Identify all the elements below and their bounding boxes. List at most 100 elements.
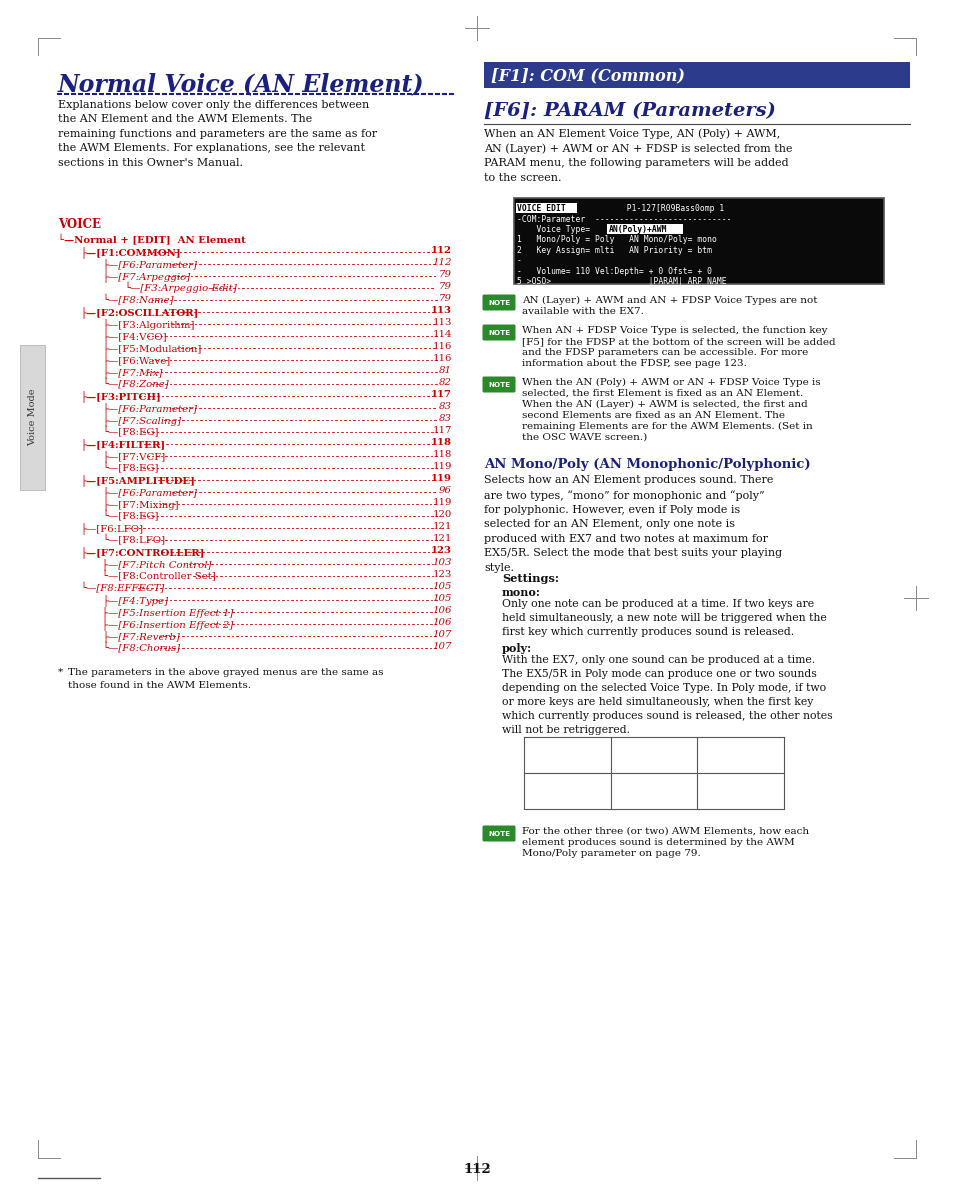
Text: ├—[F7:Mixing]: ├—[F7:Mixing] xyxy=(102,498,178,509)
Text: selected, the first Element is fixed as an AN Element.: selected, the first Element is fixed as … xyxy=(521,389,802,398)
Text: ├—[F6:Parameter]: ├—[F6:Parameter] xyxy=(102,258,196,270)
Text: 1   Mono/Poly = Poly   AN Mono/Poly= mono: 1 Mono/Poly = Poly AN Mono/Poly= mono xyxy=(517,236,716,244)
Text: 107: 107 xyxy=(432,630,452,639)
Text: NOTE: NOTE xyxy=(487,300,510,306)
Text: └—[F8:Controller Set]: └—[F8:Controller Set] xyxy=(102,570,215,581)
Text: 117: 117 xyxy=(432,426,452,435)
Text: 106: 106 xyxy=(432,618,452,627)
Text: When the AN (Poly) + AWM or AN + FDSP Voice Type is: When the AN (Poly) + AWM or AN + FDSP Vo… xyxy=(521,378,820,388)
Text: mono:: mono: xyxy=(501,587,540,598)
Text: 2   Key Assign= mlti   AN Priority = btm: 2 Key Assign= mlti AN Priority = btm xyxy=(517,246,711,255)
Text: Voice Type=: Voice Type= xyxy=(517,225,590,234)
Text: ├—[F4:FILTER]: ├—[F4:FILTER] xyxy=(80,438,165,450)
Text: 118: 118 xyxy=(432,450,452,459)
Text: └—[F8:EFFECT]: └—[F8:EFFECT] xyxy=(80,582,164,593)
Text: ├—[F5:AMPLITUDE]: ├—[F5:AMPLITUDE] xyxy=(80,474,194,486)
Bar xyxy=(516,202,577,213)
Text: └—[F8:EG]: └—[F8:EG] xyxy=(102,462,158,474)
Text: Explanations below cover only the differences between
the AN Element and the AWM: Explanations below cover only the differ… xyxy=(58,100,376,167)
Text: ├—[F4:Type]: ├—[F4:Type] xyxy=(102,594,168,606)
Text: *: * xyxy=(58,669,63,677)
Text: ├—[F3:PITCH]: ├—[F3:PITCH] xyxy=(80,390,161,402)
Text: 81: 81 xyxy=(438,366,452,376)
FancyBboxPatch shape xyxy=(482,324,515,341)
Text: second Elements are fixed as an AN Element. The: second Elements are fixed as an AN Eleme… xyxy=(521,411,784,420)
Text: VOICE: VOICE xyxy=(58,218,101,231)
Text: 83: 83 xyxy=(438,414,452,423)
Text: 123: 123 xyxy=(431,547,452,555)
Text: When AN + FDSP Voice Type is selected, the function key: When AN + FDSP Voice Type is selected, t… xyxy=(521,327,826,335)
Text: 119: 119 xyxy=(432,498,452,507)
Text: ├—[F7:VCF]: ├—[F7:VCF] xyxy=(102,450,165,462)
Text: Normal Voice (AN Element): Normal Voice (AN Element) xyxy=(58,72,424,96)
Text: -   Volume= 110 Vel:Depth= + 0 Ofst= + 0: - Volume= 110 Vel:Depth= + 0 Ofst= + 0 xyxy=(517,267,711,276)
Text: NOTE: NOTE xyxy=(487,831,510,837)
Text: └—[F8:Name]: └—[F8:Name] xyxy=(102,294,173,305)
Text: With the EX7, only one sound can be produced at a time.
The EX5/5R in Poly mode : With the EX7, only one sound can be prod… xyxy=(501,655,832,736)
Text: 119: 119 xyxy=(431,474,452,483)
Text: ├—[F7:CONTROLLER]: ├—[F7:CONTROLLER] xyxy=(80,547,204,557)
Text: AN(Poly)+AWM: AN(Poly)+AWM xyxy=(608,225,666,234)
Text: ├—[F7:Arpeggio]: ├—[F7:Arpeggio] xyxy=(102,270,190,282)
Bar xyxy=(20,344,45,490)
Text: NOTE: NOTE xyxy=(487,382,510,388)
Text: ├—[F6:Parameter]: ├—[F6:Parameter] xyxy=(102,402,196,414)
Text: AN (Layer) + AWM and AN + FDSP Voice Types are not: AN (Layer) + AWM and AN + FDSP Voice Typ… xyxy=(521,295,817,305)
Text: 106: 106 xyxy=(432,606,452,615)
Text: 5 >OSO>                    |PARAM| ARP NAME: 5 >OSO> |PARAM| ARP NAME xyxy=(517,277,726,287)
Text: ├—[F7:Mix]: ├—[F7:Mix] xyxy=(102,366,162,378)
Text: 105: 105 xyxy=(432,582,452,591)
Text: Mono/Poly parameter on page 79.: Mono/Poly parameter on page 79. xyxy=(521,849,700,858)
Text: 114: 114 xyxy=(432,330,452,338)
Text: └—[F3:Arpeggio-Edit]: └—[F3:Arpeggio-Edit] xyxy=(124,282,236,293)
Text: ├—[F7:Pitch Control]: ├—[F7:Pitch Control] xyxy=(102,559,212,569)
Text: 105: 105 xyxy=(432,594,452,603)
Text: ├—[F4:VCO]: ├—[F4:VCO] xyxy=(102,330,167,342)
FancyBboxPatch shape xyxy=(482,377,515,392)
Text: └—Normal + [EDIT]  AN Element: └—Normal + [EDIT] AN Element xyxy=(58,234,246,245)
Text: 120: 120 xyxy=(433,509,452,519)
Text: 96: 96 xyxy=(438,486,452,495)
Text: 113: 113 xyxy=(431,306,452,315)
Text: 103: 103 xyxy=(432,559,452,567)
Text: 116: 116 xyxy=(432,342,452,350)
Text: 82: 82 xyxy=(438,378,452,388)
Bar xyxy=(607,224,682,233)
Bar xyxy=(483,62,909,89)
Text: 113: 113 xyxy=(432,318,452,327)
Text: [F1]: COM (Common): [F1]: COM (Common) xyxy=(491,67,684,85)
Text: 119: 119 xyxy=(432,462,452,471)
Text: 79: 79 xyxy=(438,282,452,291)
Text: 123: 123 xyxy=(432,570,452,579)
Text: element produces sound is determined by the AWM: element produces sound is determined by … xyxy=(521,838,794,847)
Text: When the AN (Layer) + AWM is selected, the first and: When the AN (Layer) + AWM is selected, t… xyxy=(521,399,807,409)
Text: information about the FDSP, see page 123.: information about the FDSP, see page 123… xyxy=(521,359,746,368)
Text: ├—[F6:Insertion Effect 2]: ├—[F6:Insertion Effect 2] xyxy=(102,618,233,630)
Text: 121: 121 xyxy=(432,533,452,543)
Text: and the FDSP parameters can be accessible. For more: and the FDSP parameters can be accessibl… xyxy=(521,348,807,356)
FancyBboxPatch shape xyxy=(482,294,515,311)
Text: 83: 83 xyxy=(438,402,452,411)
Text: 79: 79 xyxy=(438,294,452,303)
Text: poly:: poly: xyxy=(501,643,532,654)
Text: 118: 118 xyxy=(431,438,452,447)
Text: The parameters in the above grayed menus are the same as
those found in the AWM : The parameters in the above grayed menus… xyxy=(68,669,383,690)
Text: available with the EX7.: available with the EX7. xyxy=(521,307,643,316)
Text: AN Mono/Poly (AN Monophonic/Polyphonic): AN Mono/Poly (AN Monophonic/Polyphonic) xyxy=(483,458,810,471)
Text: ├—[F2:OSCILLATOR]: ├—[F2:OSCILLATOR] xyxy=(80,306,198,318)
Text: └—[F8:EG]: └—[F8:EG] xyxy=(102,509,158,521)
Text: P1-127[R09Bass0omp 1: P1-127[R09Bass0omp 1 xyxy=(578,205,723,213)
Text: ├—[F3:Algorithm]: ├—[F3:Algorithm] xyxy=(102,318,194,330)
Text: ├—[F6:Parameter]: ├—[F6:Parameter] xyxy=(102,486,196,498)
Text: [F6]: PARAM (Parameters): [F6]: PARAM (Parameters) xyxy=(483,102,775,120)
FancyBboxPatch shape xyxy=(482,825,515,842)
Text: ├—[F5:Modulation]: ├—[F5:Modulation] xyxy=(102,342,201,354)
Text: remaining Elements are for the AWM Elements. (Set in: remaining Elements are for the AWM Eleme… xyxy=(521,422,812,431)
Text: └—[F8:Chorus]: └—[F8:Chorus] xyxy=(102,642,180,653)
Text: ├—[F5:Insertion Effect 1]: ├—[F5:Insertion Effect 1] xyxy=(102,606,233,618)
Text: -: - xyxy=(517,256,521,266)
Text: the OSC WAVE screen.): the OSC WAVE screen.) xyxy=(521,433,646,443)
Text: 112: 112 xyxy=(431,246,452,255)
Text: ├—[F7:Scaling]: ├—[F7:Scaling] xyxy=(102,414,181,426)
Text: Only one note can be produced at a time. If two keys are
held simultaneously, a : Only one note can be produced at a time.… xyxy=(501,599,826,637)
